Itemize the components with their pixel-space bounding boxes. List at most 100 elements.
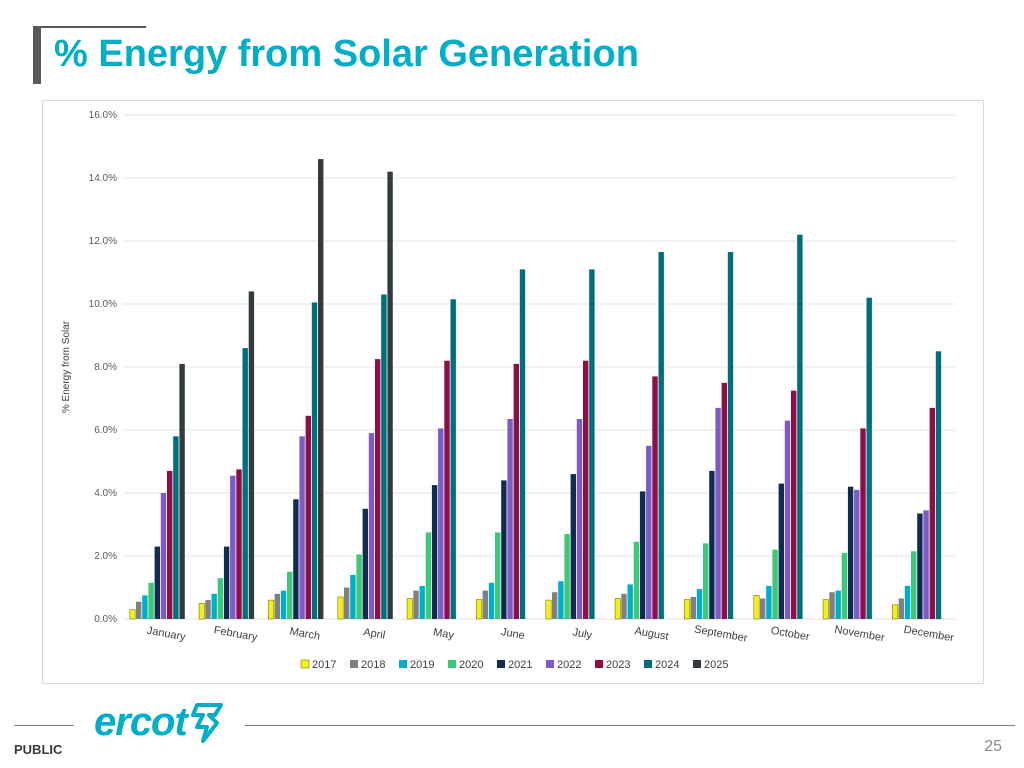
bar-2024-december xyxy=(935,351,942,620)
legend-swatch-2017 xyxy=(300,659,310,669)
bar-2022-november xyxy=(854,489,860,619)
legend-swatch-2022 xyxy=(546,660,554,668)
bar-2025-april xyxy=(387,171,393,619)
bar-2021-february xyxy=(223,546,230,619)
y-tick-label: 6.0% xyxy=(94,425,117,436)
bar-2021-august xyxy=(639,491,646,619)
bar-2023-october xyxy=(791,390,797,619)
bar-2020-may xyxy=(425,532,432,619)
y-tick-label: 10.0% xyxy=(89,299,117,310)
bar-2022-september xyxy=(715,407,721,619)
bar-2023-june xyxy=(513,363,519,619)
footer-divider-right xyxy=(245,725,1015,726)
legend-label: 2023 xyxy=(606,659,630,671)
bar-2020-march xyxy=(287,571,293,620)
bar-2017-november xyxy=(822,599,829,620)
bar-2023-december xyxy=(929,407,935,619)
bar-2019-january xyxy=(142,595,148,619)
bar-2017-september xyxy=(684,599,691,620)
title-accent-bar xyxy=(33,26,41,84)
bar-2024-september xyxy=(727,252,734,619)
legend-swatch-2025 xyxy=(693,660,701,668)
bar-2024-march xyxy=(311,302,318,619)
ercot-logo: ercot xyxy=(94,700,227,745)
bar-2017-july xyxy=(545,599,552,620)
bar-2019-september xyxy=(696,589,703,619)
bar-2018-june xyxy=(482,590,488,619)
y-tick-label: 4.0% xyxy=(94,488,117,499)
bar-2024-july xyxy=(589,269,595,619)
y-tick-label: 2.0% xyxy=(94,551,117,562)
bar-2017-december xyxy=(892,604,899,620)
bar-2020-june xyxy=(495,532,501,619)
bar-2019-december xyxy=(904,585,911,619)
bar-2024-august xyxy=(658,252,664,619)
legend-label: 2020 xyxy=(459,659,483,671)
legend-label: 2025 xyxy=(704,659,728,671)
bar-2018-february xyxy=(205,600,211,619)
bar-2021-july xyxy=(570,474,576,619)
bar-2017-january xyxy=(129,609,136,620)
legend-swatch-2020 xyxy=(448,660,456,668)
bar-2017-october xyxy=(753,595,760,620)
bar-2025-january xyxy=(179,363,185,619)
bar-2017-may xyxy=(406,598,413,620)
legend-swatch-2023 xyxy=(595,660,603,668)
bar-2023-november xyxy=(860,428,866,619)
bar-2018-march xyxy=(274,593,280,619)
bar-2020-december xyxy=(911,551,917,619)
bar-2017-march xyxy=(268,599,275,620)
bar-2017-june xyxy=(476,599,483,620)
bar-2022-june xyxy=(507,419,513,619)
solar-energy-chart: 0.0% 2.0% 4.0% 6.0% 8.0% 10.0% 12.0% 14.0% 16.0%… xyxy=(61,110,955,671)
bar-2023-march xyxy=(305,415,311,619)
x-tick-label: July xyxy=(572,626,594,641)
bar-2018-april xyxy=(344,587,350,619)
bar-2024-june xyxy=(519,269,526,619)
bar-2024-january xyxy=(173,436,179,619)
legend-label: 2021 xyxy=(508,659,532,671)
bar-2022-march xyxy=(299,436,305,619)
bar-2021-september xyxy=(709,470,715,619)
bar-2021-may xyxy=(431,485,438,619)
bar-2024-may xyxy=(450,299,456,619)
x-tick-label: October xyxy=(770,625,811,644)
bar-2021-june xyxy=(501,480,507,619)
x-tick-label: March xyxy=(289,625,321,642)
x-tick-label: June xyxy=(500,626,526,642)
bar-2022-february xyxy=(230,475,236,619)
bar-2023-september xyxy=(721,382,727,620)
bar-2023-april xyxy=(375,359,381,619)
bar-2019-may xyxy=(419,585,425,619)
slide-title: % Energy from Solar Generation xyxy=(54,33,639,75)
bar-2020-july xyxy=(564,533,570,619)
title-rule xyxy=(36,26,146,28)
bar-2022-january xyxy=(160,493,167,619)
bar-2022-april xyxy=(368,433,375,619)
bar-2022-august xyxy=(646,445,652,620)
bar-2025-february xyxy=(248,291,255,619)
logo-text: ercot xyxy=(94,700,188,744)
bar-2023-july xyxy=(583,360,589,619)
x-tick-label: November xyxy=(833,624,885,645)
bar-2020-october xyxy=(772,549,778,619)
bar-2023-august xyxy=(652,376,658,619)
bar-2018-november xyxy=(829,592,835,619)
legend-label: 2017 xyxy=(312,659,336,671)
x-tick-label: September xyxy=(693,623,748,644)
y-tick-label: 0.0% xyxy=(94,614,117,625)
chart-container: 0.0% 2.0% 4.0% 6.0% 8.0% 10.0% 12.0% 14.0% 16.0%… xyxy=(42,100,984,684)
bar-2019-july xyxy=(558,581,564,619)
bar-2022-july xyxy=(576,419,583,619)
legend-swatch-2021 xyxy=(497,660,505,668)
public-label: PUBLIC xyxy=(14,742,63,757)
y-tick-label: 16.0% xyxy=(89,110,117,121)
bar-2019-march xyxy=(280,590,287,619)
bar-2019-june xyxy=(488,582,495,619)
bar-2021-december xyxy=(917,513,923,619)
bar-2024-february xyxy=(242,348,248,619)
x-tick-label: January xyxy=(146,625,187,644)
bar-2019-february xyxy=(211,593,217,619)
bar-2022-december xyxy=(923,510,929,619)
bar-2018-january xyxy=(136,601,142,619)
